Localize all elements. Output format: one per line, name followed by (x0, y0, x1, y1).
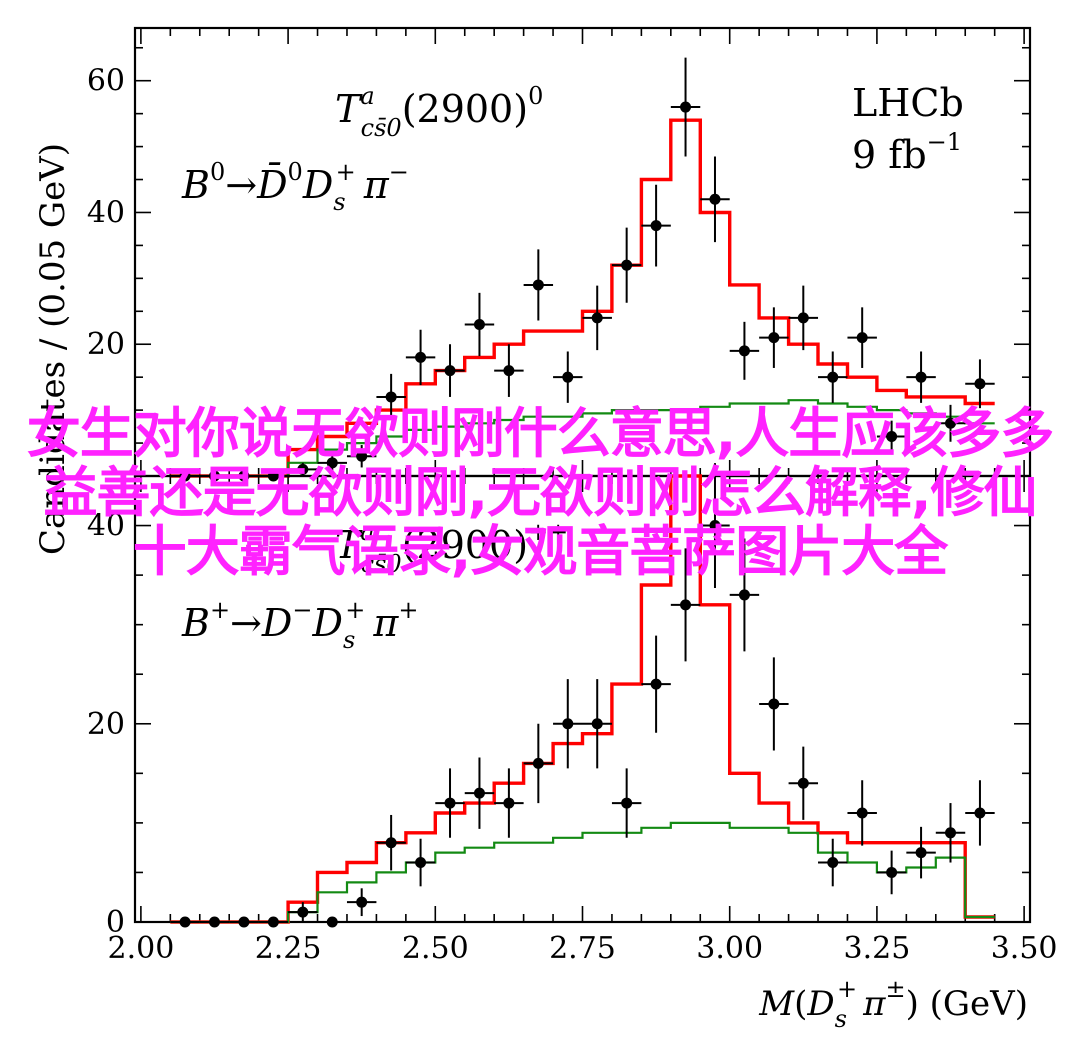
top-data-point (532, 279, 544, 291)
x-tick-label: 3.00 (696, 931, 763, 966)
bottom-data-point (444, 797, 456, 809)
bottom-data-point (738, 589, 750, 601)
bottom-y-tick-label: 20 (87, 707, 125, 742)
bottom-y-tick-label: 40 (87, 509, 125, 544)
top-y-tick-label: 40 (87, 195, 125, 230)
top-data-point (650, 220, 662, 232)
experiment-label: LHCb (852, 81, 964, 125)
bottom-data-point (856, 807, 868, 819)
bottom-data-point (650, 678, 662, 690)
bottom-y-tick-label: 0 (106, 905, 125, 940)
bottom-data-point (680, 599, 692, 611)
top-data-point (768, 332, 780, 344)
luminosity-label: 9 fb−1 (852, 128, 962, 177)
x-tick-label: 2.25 (255, 931, 322, 966)
bottom-data-point (356, 896, 368, 908)
bottom-data-point (238, 916, 250, 928)
bottom-data-point (945, 827, 957, 839)
top-data-point (356, 450, 368, 462)
overlay-caption: 女生对你说无欲则刚什么意思,人生应该多多益善还是无欲则刚,无欲则刚怎么解释,修仙… (26, 402, 1055, 583)
bottom-data-point (827, 857, 839, 869)
bottom-data-point (974, 807, 986, 819)
x-tick-label: 3.50 (991, 931, 1058, 966)
bottom-data-point (562, 718, 574, 730)
top-data-point (738, 345, 750, 357)
bottom-data-point (326, 916, 338, 928)
bottom-data-point (886, 866, 898, 878)
top-data-point (827, 371, 839, 383)
bottom-data-point (532, 757, 544, 769)
bottom-data-point (267, 916, 279, 928)
top-data-point (915, 371, 927, 383)
top-data-point (562, 371, 574, 383)
top-data-point (503, 365, 515, 377)
top-decay-label: B0→D̄0Ds+ π− (181, 158, 409, 216)
top-state-label: Ta cs̄0(2900)0 (335, 82, 543, 142)
bottom-data-point (297, 906, 309, 918)
top-data-point (621, 259, 633, 271)
bottom-data-point (473, 787, 485, 799)
top-data-point (797, 312, 809, 324)
top-red-fit-line (170, 118, 995, 478)
top-data-point (974, 378, 986, 390)
bottom-data-point (415, 857, 427, 869)
top-data-point (945, 417, 957, 429)
bottom-data-point (915, 847, 927, 859)
x-tick-label: 3.25 (844, 931, 911, 966)
x-tick-label: 2.75 (549, 931, 616, 966)
top-data-point (886, 430, 898, 442)
bottom-data-point (385, 837, 397, 849)
top-data-point (415, 351, 427, 363)
top-y-tick-label: 20 (87, 327, 125, 362)
x-axis-title: M(Ds+ π±) (GeV) (758, 975, 1028, 1033)
bottom-data-point (208, 916, 220, 928)
top-y-tick-label: 60 (87, 64, 125, 99)
y-axis-title: Candidates / (0.05 GeV) (33, 143, 73, 555)
bottom-green-component-line (170, 821, 995, 924)
top-data-point (297, 463, 309, 475)
top-data-point (444, 365, 456, 377)
bottom-data-point (503, 797, 515, 809)
top-data-point (326, 457, 338, 469)
top-data-point (591, 312, 603, 324)
bottom-data-point (591, 718, 603, 730)
top-data-point (709, 193, 721, 205)
bottom-data-point (768, 698, 780, 710)
bottom-data-point (621, 797, 633, 809)
top-data-point (680, 101, 692, 113)
bottom-data-point (709, 520, 721, 532)
x-tick-label: 2.50 (402, 931, 469, 966)
bottom-data-point (179, 916, 191, 928)
top-data-point (856, 332, 868, 344)
top-data-point (385, 391, 397, 403)
bottom-data-point (797, 777, 809, 789)
x-tick-label: 2.00 (107, 931, 174, 966)
top-green-component-line (170, 399, 995, 478)
bottom-red-fit-line (170, 474, 995, 924)
plot-layer: 20 40 60 0 20 40 2.00 2.25 2.50 2.75 3.00 3.25 3.50 (87, 26, 1058, 966)
top-data-point (473, 318, 485, 330)
bottom-decay-label: B+→D−Ds+ π+ (181, 596, 418, 654)
